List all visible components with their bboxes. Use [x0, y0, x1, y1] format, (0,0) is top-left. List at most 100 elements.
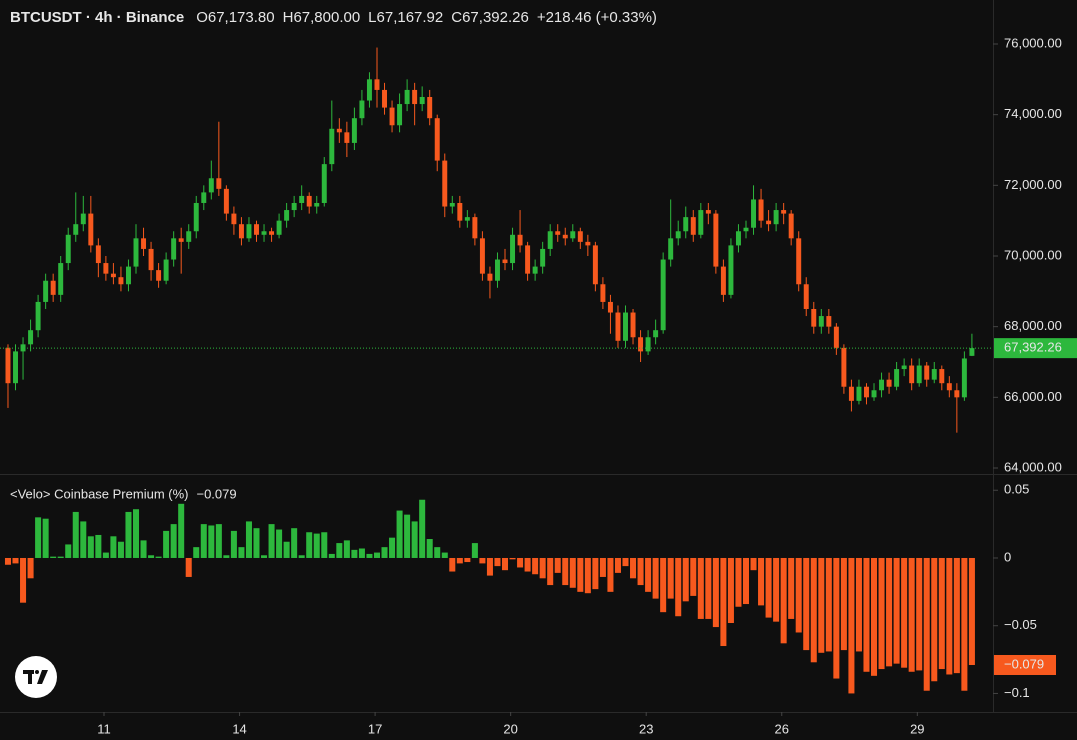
y-tick-label: −0.1	[1004, 685, 1030, 700]
bar	[411, 521, 418, 558]
bar	[245, 521, 252, 558]
candle-body	[397, 104, 403, 126]
candle-body	[555, 231, 561, 235]
candle-body	[156, 270, 162, 281]
candle-body	[171, 238, 177, 260]
candle-body	[103, 263, 109, 274]
bar	[660, 557, 667, 613]
y-tick-label: 0	[1004, 549, 1011, 564]
bar	[871, 557, 878, 676]
bar	[494, 557, 501, 567]
candle-body	[848, 386, 854, 401]
candle-body	[623, 312, 628, 341]
candle-body	[562, 234, 568, 239]
candle-body	[871, 390, 877, 398]
candle-body	[351, 118, 357, 143]
candle-body	[630, 312, 636, 338]
x-tick-label: 17	[368, 721, 382, 736]
candle-body	[735, 231, 741, 246]
bar	[132, 509, 140, 558]
candle-body	[65, 234, 71, 264]
x-tick-label: 23	[639, 721, 653, 736]
bar	[758, 557, 765, 606]
candle-body	[359, 100, 365, 119]
bar	[886, 557, 893, 667]
candle-body	[216, 178, 222, 189]
bar	[223, 555, 230, 558]
bar	[569, 557, 576, 588]
bar	[742, 557, 750, 605]
candle-body	[751, 199, 757, 228]
legend-value: 67,392.26	[462, 9, 529, 26]
candle-body	[306, 195, 312, 207]
candle-body	[276, 220, 282, 235]
candle-body	[148, 248, 154, 271]
bar	[878, 557, 885, 670]
candle-body	[28, 330, 34, 345]
bar	[321, 532, 328, 558]
candle-body	[909, 365, 915, 384]
candle-body	[585, 241, 591, 246]
candle-body	[382, 89, 388, 108]
bar	[765, 557, 772, 618]
bar	[102, 552, 109, 558]
candle-body	[43, 280, 49, 302]
bar	[449, 557, 456, 572]
candle-body	[201, 192, 207, 203]
bar	[57, 556, 64, 558]
last-value-label: −0.079	[1004, 656, 1044, 671]
bar	[863, 557, 870, 672]
candle-body	[80, 213, 86, 225]
bar	[788, 557, 795, 619]
bar	[396, 510, 403, 558]
bar	[163, 530, 170, 558]
candle-body	[336, 128, 342, 133]
last-price-tag	[994, 338, 1077, 359]
candle-body	[223, 188, 229, 214]
y-tick-label: 74,000.00	[1004, 106, 1062, 121]
candle-body	[246, 224, 252, 239]
candle-body	[231, 213, 237, 225]
bar	[690, 557, 697, 596]
bar	[750, 557, 757, 571]
bar	[855, 557, 862, 652]
bar	[938, 557, 945, 670]
bar	[389, 537, 396, 558]
bar	[735, 557, 742, 607]
bar	[328, 553, 335, 558]
bar	[720, 557, 727, 647]
candle-body	[366, 79, 372, 101]
bar	[208, 525, 215, 558]
y-tick-label: −0.05	[1004, 617, 1037, 632]
bar	[968, 557, 975, 665]
bar	[298, 555, 305, 558]
y-tick-label: 64,000.00	[1004, 459, 1062, 474]
x-tick-label: 26	[775, 721, 789, 736]
candle-body	[238, 224, 244, 239]
candle-body	[841, 347, 847, 387]
candle-body	[811, 308, 817, 327]
candle-body	[720, 266, 726, 295]
bar	[35, 517, 42, 558]
candle-body	[788, 213, 794, 239]
bar	[637, 557, 644, 586]
candle-body	[517, 234, 523, 246]
bar	[675, 557, 682, 617]
bar	[426, 539, 433, 558]
candle-body	[419, 96, 425, 105]
candle-body	[314, 202, 320, 207]
legend-value: 67,173.80	[208, 9, 275, 26]
bar	[283, 541, 290, 558]
bar	[547, 557, 554, 586]
bar	[464, 557, 471, 563]
bar	[441, 552, 448, 558]
candle-body	[683, 217, 689, 232]
candle-body	[705, 210, 711, 214]
candle-body	[58, 263, 64, 295]
candle-body	[818, 316, 824, 327]
bar	[697, 557, 704, 619]
bar	[4, 557, 11, 565]
bar	[200, 524, 207, 558]
candle-body	[728, 245, 734, 295]
bar	[825, 557, 832, 652]
